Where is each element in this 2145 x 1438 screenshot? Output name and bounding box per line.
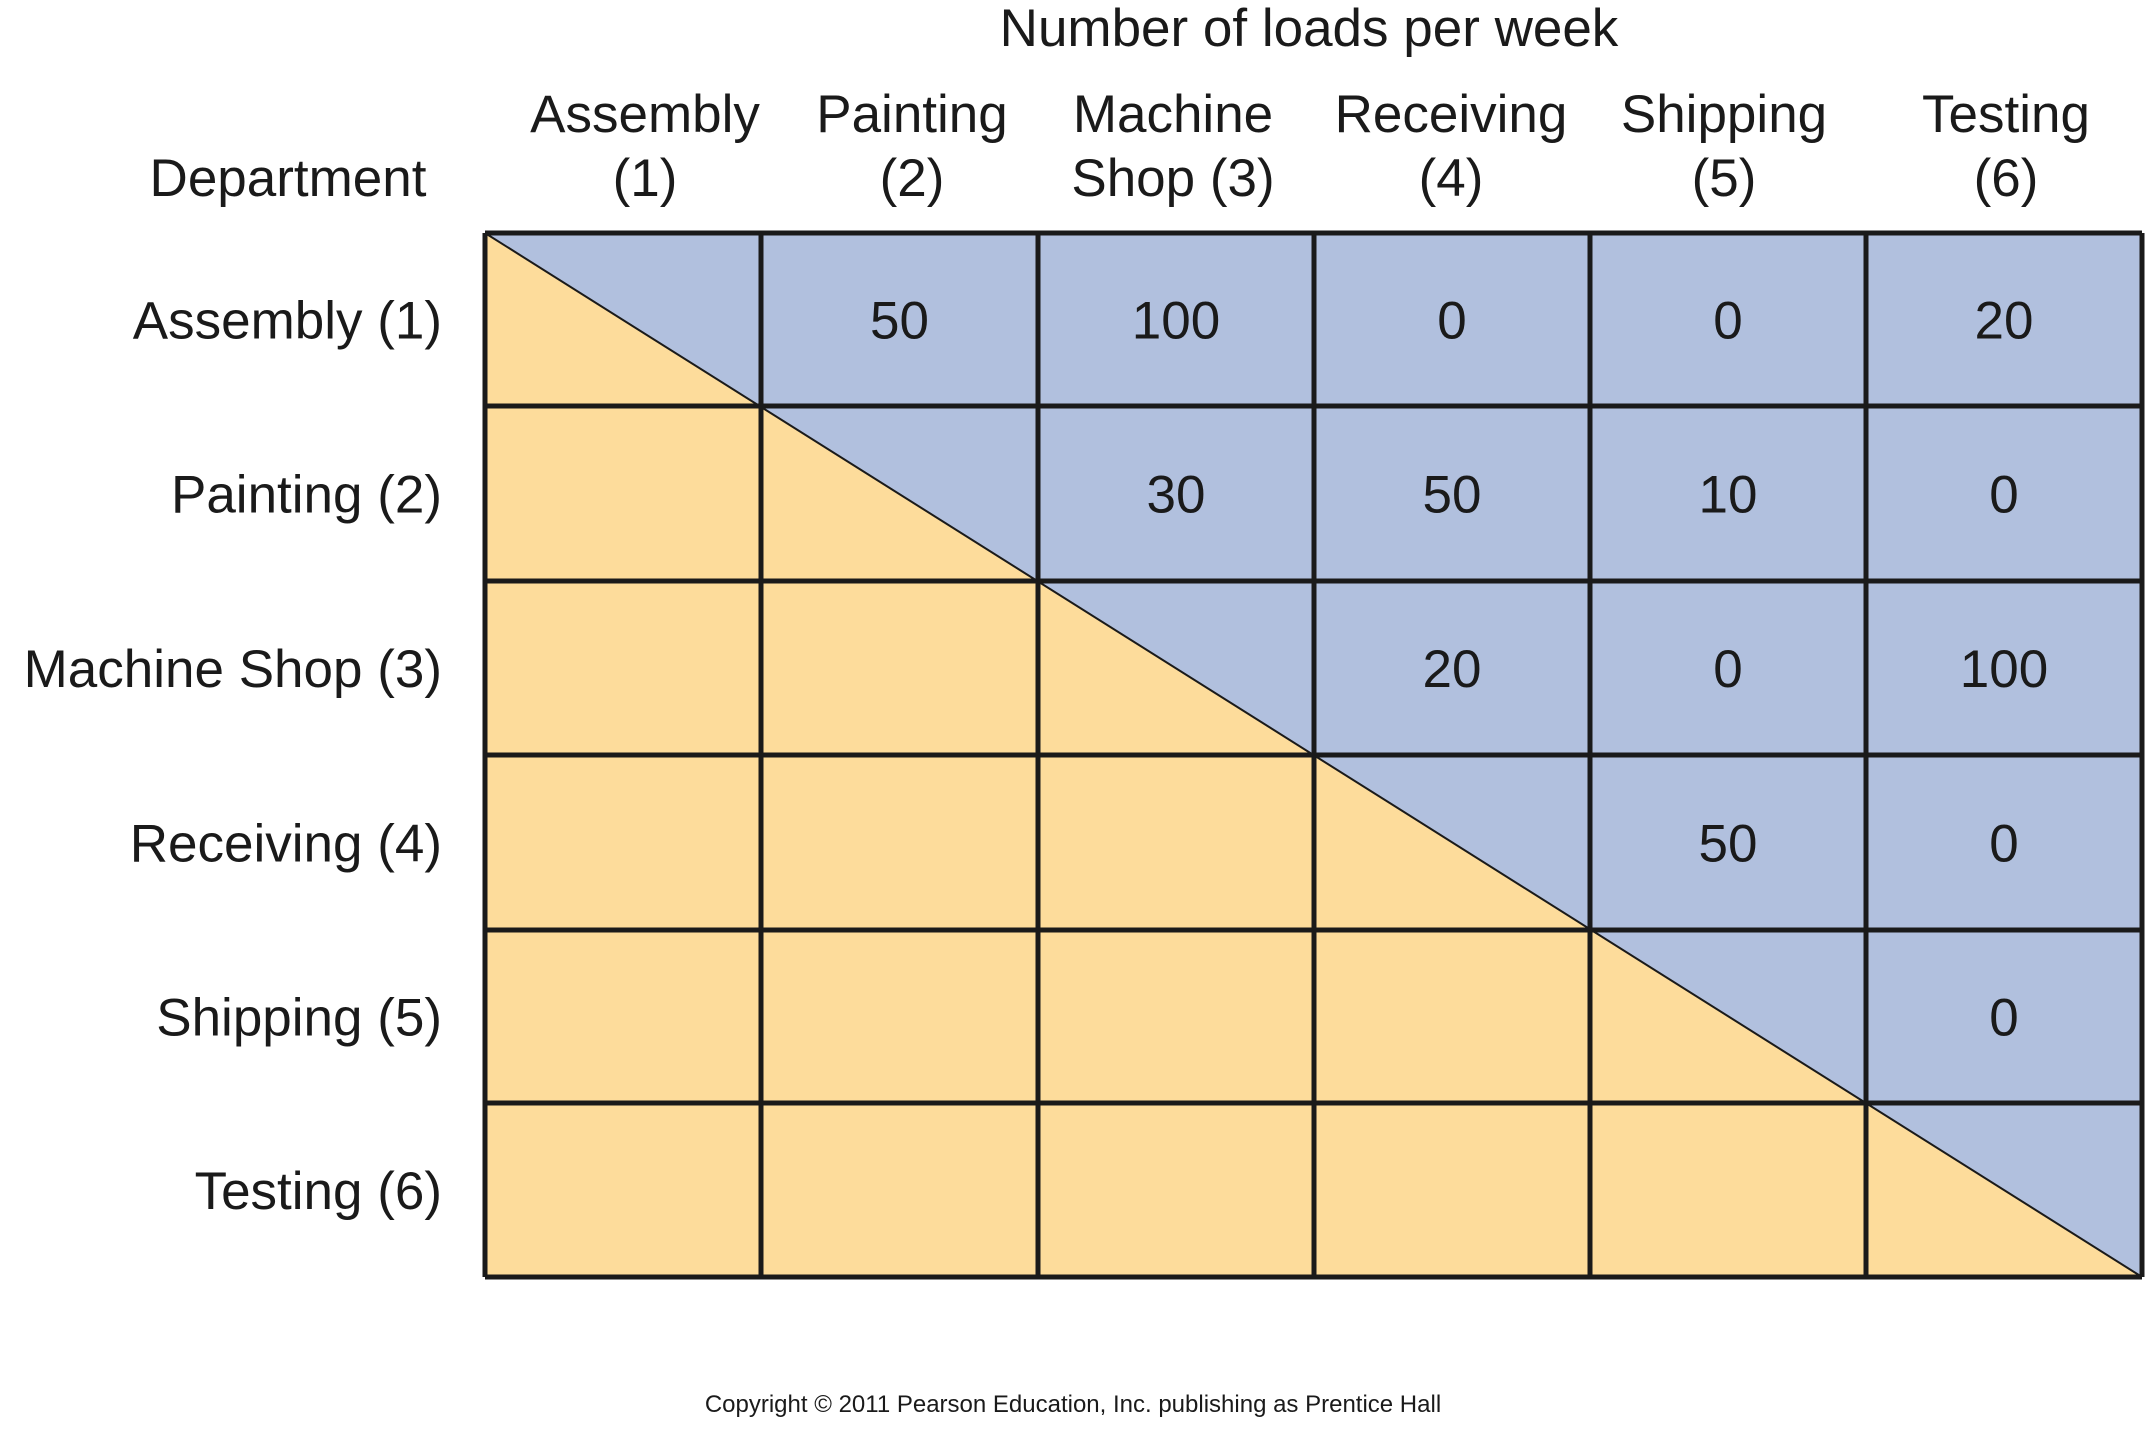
cell-value: 20: [1423, 640, 1482, 699]
column-header-line2: (5): [1692, 149, 1757, 208]
row-label: Assembly (1): [133, 292, 442, 351]
column-header-line2: (1): [613, 149, 678, 208]
cell-value: 50: [1423, 466, 1482, 525]
cell-value: 0: [1437, 292, 1466, 351]
matrix-title: Number of loads per week: [1000, 0, 1619, 58]
cell-value: 0: [1989, 989, 2018, 1048]
row-labels: Assembly (1) Painting (2) Machine Shop (3)…: [24, 292, 442, 1222]
department-header: Department: [150, 149, 427, 208]
cell-value: 50: [1699, 815, 1758, 874]
column-header-line2: (6): [1974, 149, 2039, 208]
cell-value: 100: [1960, 640, 2048, 699]
column-header-line2: (4): [1419, 149, 1484, 208]
column-header-line1: Painting: [816, 85, 1008, 144]
column-header-line1: Receiving: [1335, 85, 1568, 144]
load-matrix: [482, 230, 2145, 1280]
cell-value: 10: [1699, 466, 1758, 525]
column-header-line1: Testing: [1922, 85, 2090, 144]
cell-value: 100: [1132, 292, 1220, 351]
cell-value: 0: [1713, 640, 1742, 699]
column-header-line2: (2): [880, 149, 945, 208]
column-header-line1: Machine: [1073, 85, 1273, 144]
column-header-line1: Shipping: [1621, 85, 1827, 144]
row-label: Machine Shop (3): [24, 640, 442, 699]
row-label: Testing (6): [195, 1162, 442, 1221]
column-header-line2: Shop (3): [1071, 149, 1274, 208]
cell-value: 0: [1989, 815, 2018, 874]
cell-value: 0: [1713, 292, 1742, 351]
row-label: Shipping (5): [156, 989, 442, 1048]
cell-value: 20: [1975, 292, 2034, 351]
cell-value: 30: [1147, 466, 1206, 525]
copyright-notice: Copyright © 2011 Pearson Education, Inc.…: [705, 1391, 1441, 1418]
row-label: Receiving (4): [130, 815, 442, 874]
row-label: Painting (2): [171, 466, 442, 525]
cell-value: 50: [870, 292, 929, 351]
column-header-line1: Assembly: [530, 85, 760, 144]
cell-value: 0: [1989, 466, 2018, 525]
